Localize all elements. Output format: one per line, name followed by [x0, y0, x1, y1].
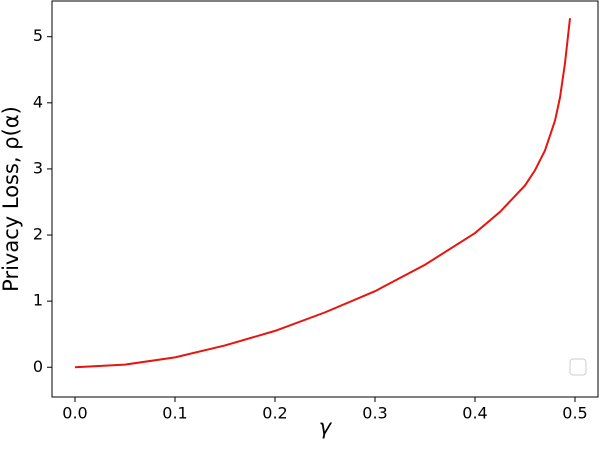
y-axis-label: Privacy Loss, ρ(α) — [0, 106, 23, 292]
data-line — [74, 18, 571, 369]
y-tick-label: 1 — [33, 291, 43, 310]
x-tick-label: 0.0 — [62, 404, 87, 423]
plot-frame — [51, 0, 599, 398]
x-tick-label: 0.4 — [462, 404, 487, 423]
y-tick-label: 3 — [33, 158, 43, 177]
x-axis-label: γ — [319, 415, 333, 439]
y-tick-label: 5 — [33, 26, 43, 45]
y-tick-label: 0 — [33, 357, 43, 376]
x-tick-label: 0.5 — [562, 404, 587, 423]
y-tick-label: 4 — [33, 92, 43, 111]
x-tick-label: 0.3 — [362, 404, 387, 423]
x-tick-label: 0.2 — [262, 404, 287, 423]
y-tick-label: 2 — [33, 225, 43, 244]
x-tick-label: 0.1 — [162, 404, 187, 423]
legend-box — [569, 358, 587, 376]
